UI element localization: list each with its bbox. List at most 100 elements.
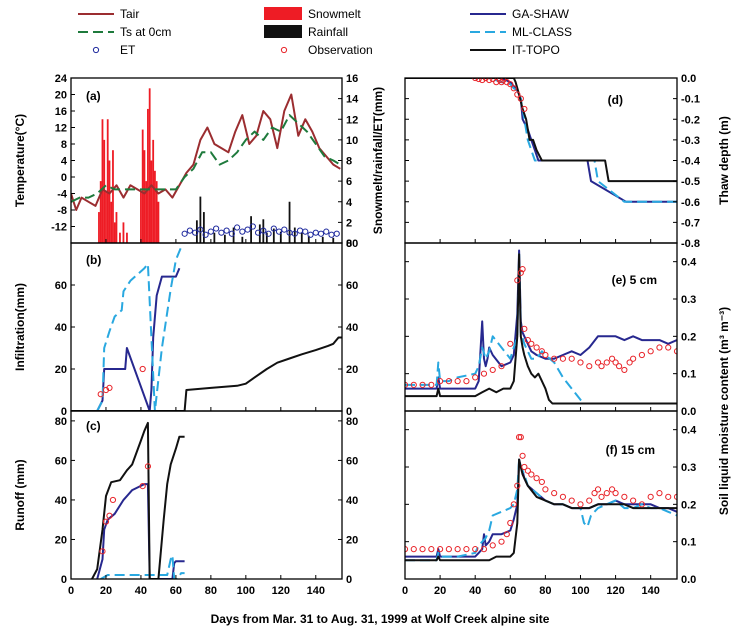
data-point bbox=[638, 351, 646, 359]
bar-snowmelt bbox=[101, 119, 104, 243]
bar-snowmelt bbox=[147, 108, 149, 243]
y2-tick-label: -0.2 bbox=[681, 114, 700, 126]
x-tick-label: 60 bbox=[170, 585, 182, 597]
x-tick-label: 140 bbox=[641, 585, 659, 597]
series-line bbox=[405, 253, 677, 405]
bar-rainfall bbox=[202, 212, 205, 243]
panel-label: (d) bbox=[608, 93, 623, 107]
bar-rainfall bbox=[195, 220, 198, 243]
data-point bbox=[507, 519, 514, 527]
data-point bbox=[528, 471, 535, 478]
x-tick-label: 100 bbox=[237, 585, 255, 597]
y2-tick-label: -0.1 bbox=[681, 94, 700, 106]
legend-label: Snowmelt bbox=[308, 7, 361, 21]
data-point bbox=[405, 381, 409, 388]
data-point bbox=[615, 363, 623, 370]
series-et bbox=[181, 223, 340, 238]
series-it-topo bbox=[405, 458, 677, 562]
x-tick-label: 120 bbox=[606, 585, 624, 597]
bar-rainfall bbox=[279, 231, 282, 243]
legend-item-it: IT-TOPO bbox=[470, 43, 560, 57]
series-it-topo bbox=[71, 336, 342, 411]
legend-label: ET bbox=[120, 43, 136, 57]
legend-swatch bbox=[264, 7, 302, 20]
data-point bbox=[419, 381, 426, 388]
legend-item-et: ET bbox=[92, 43, 136, 57]
data-point bbox=[586, 363, 593, 370]
series-observation bbox=[405, 266, 677, 388]
bar-snowmelt bbox=[155, 181, 158, 243]
bar-rainfall bbox=[241, 236, 244, 243]
legend-label: GA-SHAW bbox=[512, 7, 570, 21]
data-point bbox=[489, 366, 496, 374]
y2-tick-label: 40 bbox=[346, 322, 358, 334]
data-point bbox=[656, 490, 663, 497]
legend-item-ts: Ts at 0cm bbox=[78, 25, 171, 39]
series-line bbox=[91, 421, 185, 579]
y2-tick-label: 4 bbox=[346, 197, 353, 209]
y2-tick-label: 20 bbox=[346, 364, 358, 376]
bar-snowmelt bbox=[119, 232, 121, 243]
bar-rainfall bbox=[213, 232, 216, 243]
data-point bbox=[328, 231, 335, 238]
y-tick-label: 12 bbox=[55, 123, 67, 135]
data-point bbox=[673, 348, 677, 355]
data-point bbox=[533, 475, 540, 482]
x-tick-label: 120 bbox=[272, 585, 290, 597]
data-point bbox=[498, 538, 505, 545]
data-point bbox=[647, 348, 654, 355]
legend-label: Tair bbox=[120, 7, 139, 21]
data-point bbox=[568, 355, 575, 362]
data-point bbox=[626, 359, 633, 366]
data-point bbox=[436, 546, 444, 553]
bar-rainfall bbox=[293, 227, 296, 243]
data-point bbox=[603, 359, 610, 366]
data-point bbox=[186, 227, 193, 234]
x-tick-label: 80 bbox=[205, 585, 217, 597]
bar-rainfall bbox=[250, 216, 252, 243]
series-line bbox=[71, 93, 341, 211]
bar-snowmelt bbox=[99, 181, 102, 243]
y-tick-label: 40 bbox=[55, 495, 67, 507]
series-ml-class bbox=[405, 458, 677, 562]
y-axis-label: Infiltration(mm) bbox=[13, 283, 27, 371]
bar-snowmelt bbox=[154, 170, 156, 243]
y-axis-label: Thaw depth (m) bbox=[717, 116, 731, 205]
series-ml-class bbox=[100, 554, 185, 579]
y2-tick-label: 0.0 bbox=[681, 73, 696, 85]
data-point bbox=[106, 384, 113, 391]
data-point bbox=[181, 230, 188, 237]
data-point bbox=[503, 531, 510, 538]
series-line bbox=[96, 267, 181, 411]
x-tick-label: 0 bbox=[402, 585, 408, 597]
data-point bbox=[302, 228, 309, 235]
data-point bbox=[410, 381, 417, 388]
data-point bbox=[538, 348, 545, 355]
y2-tick-label: 0.3 bbox=[681, 462, 696, 474]
data-point bbox=[233, 224, 241, 231]
data-point bbox=[472, 374, 479, 381]
data-point bbox=[524, 467, 531, 474]
data-point bbox=[665, 493, 672, 500]
bar-snowmelt bbox=[150, 160, 153, 243]
bar-snowmelt bbox=[145, 181, 148, 243]
data-point bbox=[480, 370, 488, 377]
series-observation bbox=[97, 365, 146, 398]
panels: -12-8-4048121620240246810121416(a)Temper… bbox=[13, 73, 731, 597]
data-point bbox=[109, 496, 117, 504]
legend-item-ml: ML-CLASS bbox=[470, 25, 572, 39]
legend-item-snowmelt: Snowmelt bbox=[264, 7, 361, 21]
bar-rainfall bbox=[223, 234, 226, 243]
bar-rainfall bbox=[199, 196, 202, 243]
y2-tick-label: -0.6 bbox=[681, 197, 700, 209]
data-point bbox=[542, 351, 549, 359]
bar-rainfall bbox=[288, 201, 291, 243]
y-tick-label: 4 bbox=[61, 156, 68, 168]
data-point bbox=[489, 78, 496, 83]
legend-label: Rainfall bbox=[308, 25, 348, 39]
data-point bbox=[517, 269, 524, 276]
series-line bbox=[71, 114, 341, 203]
y2-tick-label: -0.5 bbox=[681, 176, 700, 188]
